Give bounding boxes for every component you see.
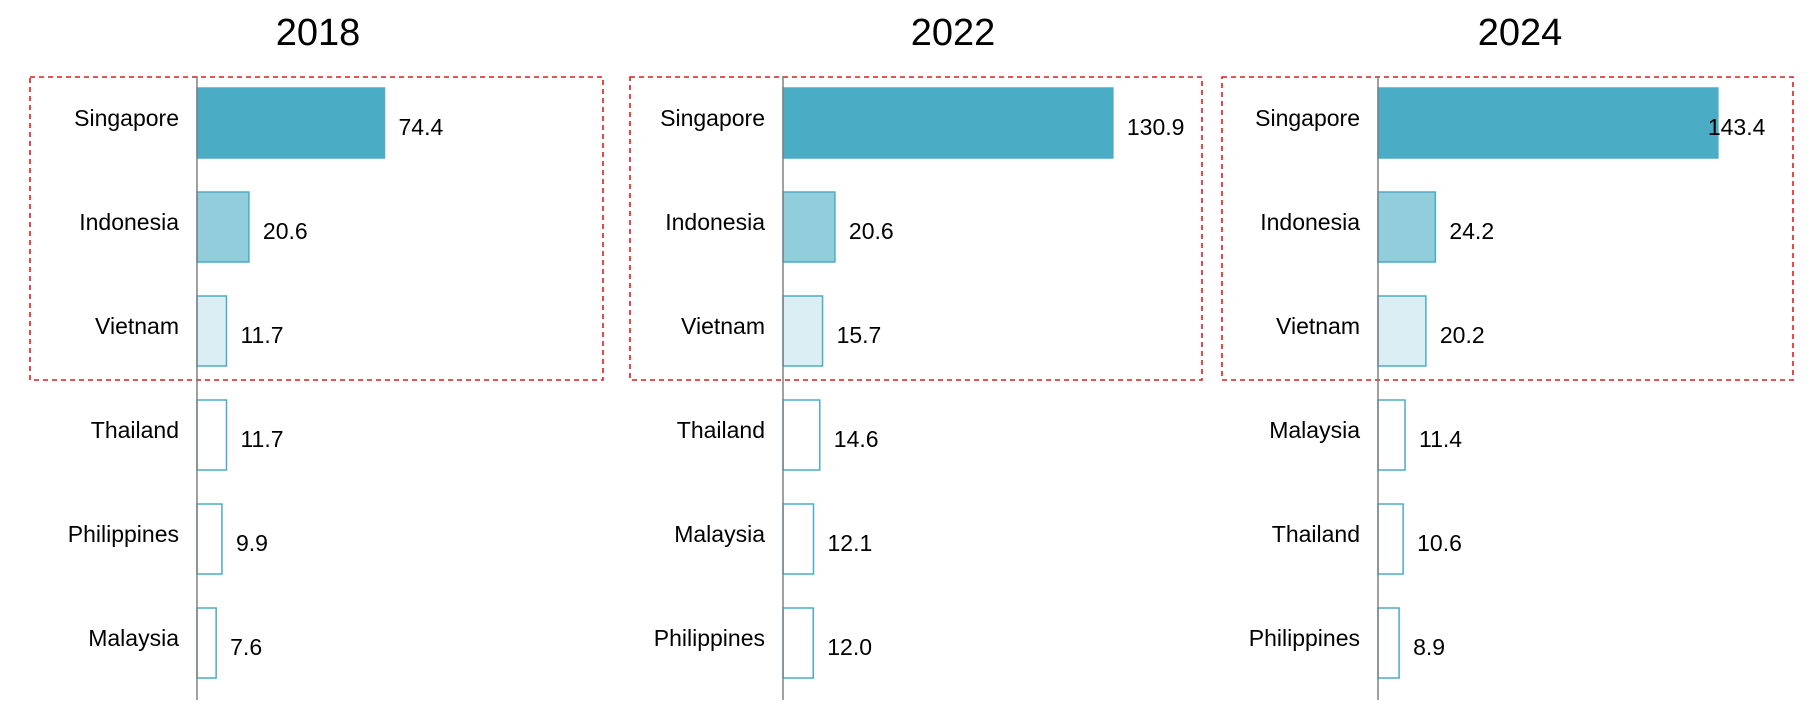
bar-philippines [196,503,223,575]
value-label-vietnam: 15.7 [837,322,882,348]
category-label-philippines: Philippines [1249,625,1360,651]
bar-singapore [196,87,386,159]
bar-indonesia [1377,191,1437,263]
category-label-singapore: Singapore [1255,105,1360,131]
top-three-highlight-box [29,76,604,381]
category-label-vietnam: Vietnam [95,313,179,339]
value-label-philippines: 8.9 [1413,634,1445,660]
category-label-thailand: Thailand [677,417,765,443]
value-label-indonesia: 20.6 [849,218,894,244]
value-label-singapore: 143.4 [1708,114,1766,140]
bar-philippines [1377,607,1400,679]
bar-singapore [1377,87,1719,159]
value-label-indonesia: 24.2 [1449,218,1494,244]
chart-panel-2018: 2018 Singapore 74.4 Indonesia 20.6 Vietnam 11.… [29,12,604,700]
category-label-singapore: Singapore [660,105,765,131]
category-label-vietnam: Vietnam [1276,313,1360,339]
category-label-indonesia: Indonesia [79,209,179,235]
chart-panel-2024: 2024 Singapore 143.4 Indonesia 24.2 Vietnam 20… [1221,12,1794,700]
value-label-thailand: 10.6 [1417,530,1462,556]
category-label-indonesia: Indonesia [665,209,765,235]
chart-panel-2022: 2022 Singapore 130.9 Indonesia 20.6 Vietnam 15… [629,12,1203,700]
bar-thailand [782,399,821,471]
bar-thailand [1377,503,1404,575]
value-label-malaysia: 11.4 [1419,426,1462,452]
value-label-philippines: 9.9 [236,530,268,556]
category-label-malaysia: Malaysia [1269,417,1360,443]
category-label-philippines: Philippines [654,625,765,651]
bar-vietnam [196,295,228,367]
value-label-malaysia: 12.1 [827,530,872,556]
chart-title: 2018 [276,12,361,54]
category-label-indonesia: Indonesia [1260,209,1360,235]
category-label-thailand: Thailand [91,417,179,443]
category-label-malaysia: Malaysia [674,521,765,547]
category-label-vietnam: Vietnam [681,313,765,339]
value-label-thailand: 14.6 [834,426,879,452]
bar-thailand [196,399,228,471]
bar-philippines [782,607,814,679]
bar-malaysia [782,503,815,575]
top-three-highlight-box [629,76,1203,381]
value-label-indonesia: 20.6 [263,218,308,244]
category-label-thailand: Thailand [1272,521,1360,547]
value-label-philippines: 12.0 [827,634,872,660]
value-label-singapore: 74.4 [398,114,443,140]
category-label-malaysia: Malaysia [88,625,179,651]
bar-malaysia [196,607,217,679]
bar-vietnam [1377,295,1427,367]
chart-title: 2022 [911,12,996,54]
category-label-singapore: Singapore [74,105,179,131]
value-label-singapore: 130.9 [1127,114,1185,140]
value-label-vietnam: 11.7 [240,322,283,348]
top-three-highlight-box [1221,76,1794,381]
bar-indonesia [782,191,836,263]
bar-singapore [782,87,1114,159]
bar-malaysia [1377,399,1406,471]
bar-indonesia [196,191,250,263]
chart-title: 2024 [1478,12,1563,54]
value-label-vietnam: 20.2 [1440,322,1485,348]
category-label-philippines: Philippines [68,521,179,547]
bar-vietnam [782,295,824,367]
value-label-thailand: 11.7 [240,426,283,452]
value-label-malaysia: 7.6 [230,634,262,660]
